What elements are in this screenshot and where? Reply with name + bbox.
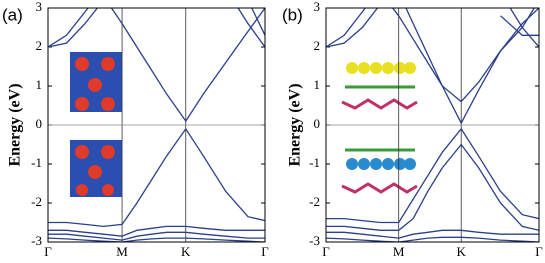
y-tick-label: -2	[31, 194, 42, 209]
band-line	[48, 8, 265, 48]
x-tick-label: M	[116, 244, 128, 259]
y-axis-label: Energy (eV)	[287, 83, 304, 166]
y-tick-label: -3	[31, 233, 42, 248]
band-line	[405, 8, 535, 125]
x-tick-label: M	[393, 244, 405, 259]
y-tick-label: 1	[314, 77, 321, 92]
band-line	[326, 8, 539, 48]
inset-structure	[341, 62, 418, 194]
y-tick-label: 2	[314, 38, 321, 53]
y-tick-label: 2	[36, 38, 43, 53]
x-tick-label: Γ	[44, 244, 52, 259]
panel-label: (b)	[282, 5, 303, 24]
band-line	[48, 237, 265, 242]
panel-label: (a)	[2, 5, 23, 24]
plot-frame	[325, 7, 540, 243]
x-tick-label: Γ	[322, 244, 330, 259]
y-tick-label: -1	[31, 155, 42, 170]
y-tick-label: 0	[314, 116, 321, 131]
y-tick-label: 0	[36, 116, 43, 131]
y-tick-label: 3	[36, 0, 43, 14]
band-line	[48, 127, 265, 228]
band-line	[48, 8, 265, 48]
band-line	[110, 8, 265, 123]
bands	[326, 8, 539, 242]
x-tick-label: K	[181, 244, 191, 259]
y-tick-label: -2	[309, 194, 320, 209]
band-line	[48, 231, 265, 241]
band-line	[48, 225, 265, 237]
y-tick-label: 3	[314, 0, 321, 14]
y-tick-label: -3	[309, 233, 320, 248]
band-line	[326, 127, 539, 224]
band-line	[326, 8, 539, 48]
bands	[48, 8, 265, 242]
band-line	[326, 236, 539, 242]
inset-charge-density	[70, 52, 122, 197]
x-tick-label: Γ	[535, 244, 543, 259]
band-line	[326, 143, 539, 231]
band-line	[326, 229, 539, 239]
band-line	[391, 8, 539, 103]
x-tick-label: Γ	[261, 244, 269, 259]
y-axis-label: Energy (eV)	[7, 83, 24, 166]
x-tick-label: K	[457, 244, 467, 259]
plot-frame	[47, 7, 266, 243]
y-tick-label: 1	[36, 77, 43, 92]
y-tick-label: -1	[309, 155, 320, 170]
